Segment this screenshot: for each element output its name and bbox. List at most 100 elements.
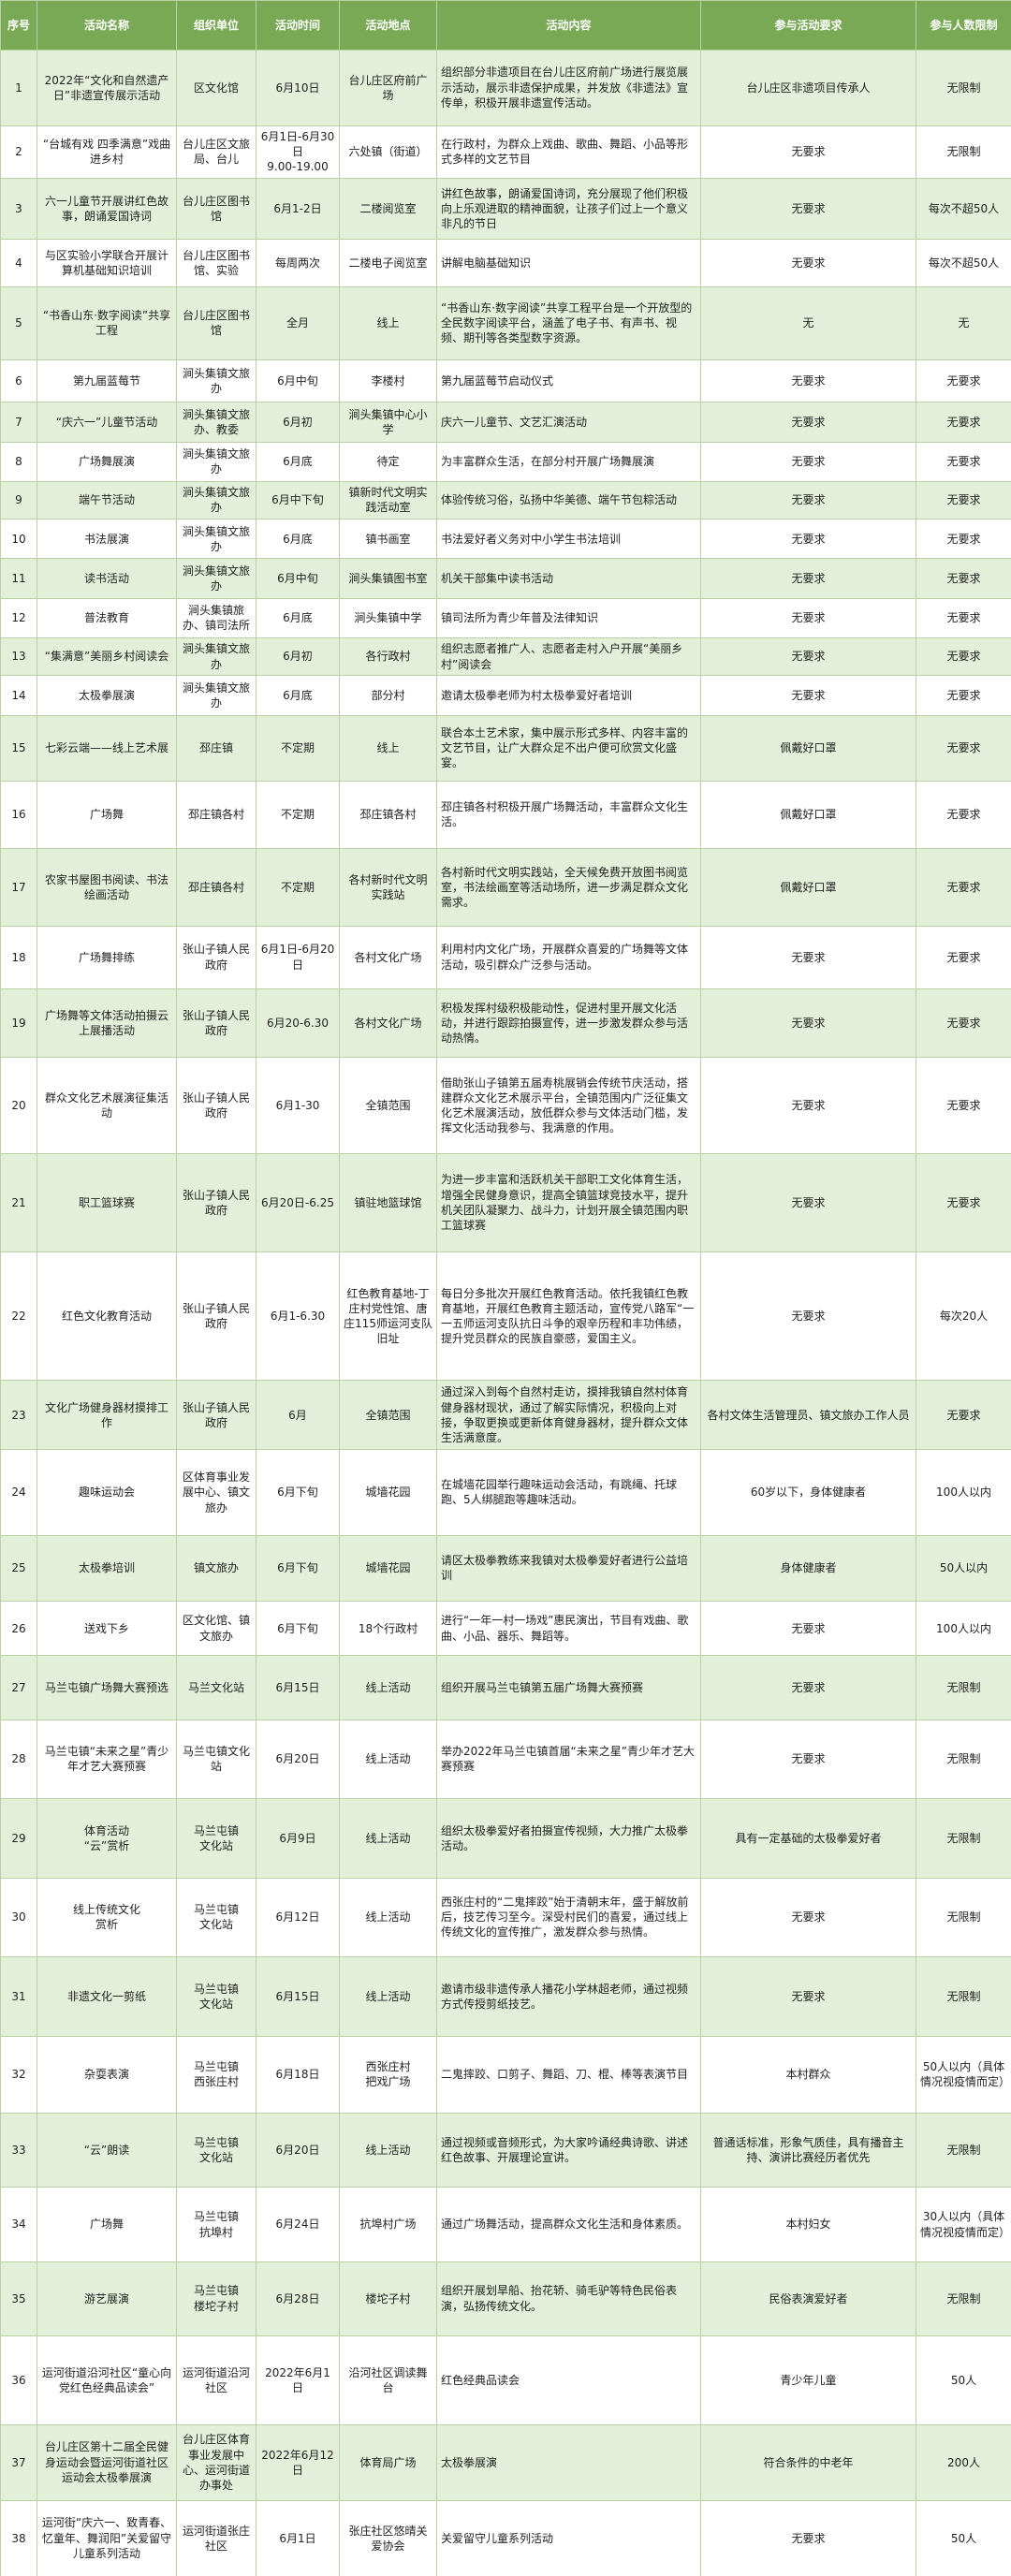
table-row: 25 太极拳培训 镇文旅办 6月下旬 城墙花园 请区太极拳教练来我镇对太极拳爱好者进行公益… <box>0 1534 1011 1603</box>
table-cell: 无要求 <box>700 1601 916 1657</box>
table-cell: 无要求 <box>700 519 916 560</box>
table-cell: 运河街道沿河社区“童心向党红色经典品读会” <box>37 2334 177 2425</box>
table-cell: 广场舞排练 <box>37 925 177 989</box>
table-cell: 6月1日-6月20日 <box>256 925 340 989</box>
table-cell: 线上活动 <box>339 1719 437 1800</box>
table-cell: 无要求 <box>916 1057 1011 1154</box>
table-cell: 29 <box>0 1798 37 1879</box>
table-cell: 50人以内（具体情况视疫情而定） <box>916 2035 1011 2115</box>
table-row: 14 太极拳展演 涧头集镇文旅办 6月底 部分村 邀请太极拳老师为村太极拳爱好者培训 无要求… <box>0 675 1011 716</box>
table-cell: 全镇范围 <box>339 1380 437 1451</box>
column-header: 活动地点 <box>339 0 437 51</box>
column-header: 参与人数限制 <box>916 0 1011 51</box>
table-cell: 涧头集镇文旅办 <box>176 519 256 560</box>
table-cell: 无要求 <box>916 1152 1011 1253</box>
table-cell: 14 <box>0 675 37 716</box>
table-cell: 28 <box>0 1719 37 1800</box>
table-cell: 无要求 <box>700 1655 916 1720</box>
table-cell: 27 <box>0 1655 37 1720</box>
table-row: 8 广场舞展演 涧头集镇文旅办 6月底 待定 为丰富群众生活，在部分村开展广场舞展演 无要求… <box>0 441 1011 482</box>
table-cell: 每次不超50人 <box>916 239 1011 288</box>
table-cell: 广场舞等文体活动拍摄云上展播活动 <box>37 988 177 1059</box>
table-row: 6 第九届蓝莓节 涧头集镇文旅办 6月中旬 李楼村 第九届蓝莓节启动仪式 无要求 无要求 <box>0 359 1011 403</box>
table-cell: 送戏下乡 <box>37 1601 177 1657</box>
table-cell: 无限制 <box>916 1655 1011 1720</box>
table-cell: 5 <box>0 286 37 360</box>
table-cell: 1 <box>0 49 37 126</box>
table-cell: 无限制 <box>916 2261 1011 2336</box>
table-cell: 台儿庄区府前广场 <box>339 49 437 126</box>
table-cell: 无要求 <box>700 402 916 443</box>
table-cell: 邳庄镇各村 <box>339 780 437 850</box>
table-row: 33 “云”朗读 马兰屯镇 文化站 6月20日 线上活动 通过视频或音频形式，为大家吟诵经… <box>0 2113 1011 2188</box>
table-cell: 6月10日 <box>256 49 340 126</box>
table-row: 23 文化广场健身器材摸排工作 张山子镇人民政府 6月 全镇范围 通过深入到每个自然村走访… <box>0 1380 1011 1451</box>
table-cell: 关爱留守儿童系列活动 <box>436 2499 701 2576</box>
table-cell: 马兰屯镇 文化站 <box>176 1956 256 2037</box>
table-cell: 无要求 <box>700 480 916 520</box>
table-cell: 6月初 <box>256 637 340 677</box>
table-cell: 在城墙花园举行趣味运动会活动，有跳绳、托球跑、5人绑腿跑等趣味活动。 <box>436 1449 701 1536</box>
table-cell: 运河街道沿河社区 <box>176 2334 256 2425</box>
table-cell: 无限制 <box>916 1877 1011 1958</box>
table-cell: 6月18日 <box>256 2035 340 2115</box>
table-cell: 马兰屯镇 楼坨子村 <box>176 2261 256 2336</box>
table-cell: 涧头集镇文旅办 <box>176 637 256 677</box>
column-header: 组织单位 <box>176 0 256 51</box>
table-cell: 无要求 <box>700 239 916 288</box>
table-cell: 6月9日 <box>256 1798 340 1879</box>
table-cell: 佩戴好口罩 <box>700 780 916 850</box>
table-cell: 杂耍表演 <box>37 2035 177 2115</box>
table-cell: 广场舞展演 <box>37 441 177 482</box>
table-cell: “书香山东·数字阅读”共享工程平台是一个开放型的全民数字阅读平台，涵盖了电子书、… <box>436 286 701 360</box>
table-cell: 与区实验小学联合开展计算机基础知识培训 <box>37 239 177 288</box>
table-cell: 无要求 <box>916 637 1011 677</box>
column-header: 活动内容 <box>436 0 701 51</box>
table-cell: 组织开展马兰屯镇第五届广场舞大赛预赛 <box>436 1655 701 1720</box>
table-cell: 张山子镇人民政府 <box>176 1251 256 1382</box>
table-cell: 无要求 <box>916 597 1011 638</box>
table-cell: 李楼村 <box>339 359 437 403</box>
table-cell: 城墙花园 <box>339 1534 437 1603</box>
table-cell: 区文化馆、镇文旅办 <box>176 1601 256 1657</box>
table-cell: 广场舞 <box>37 780 177 850</box>
table-cell: 张山子镇人民政府 <box>176 988 256 1059</box>
table-cell: 马兰屯镇 文化站 <box>176 1877 256 1958</box>
table-cell: 二楼电子阅览室 <box>339 239 437 288</box>
table-cell: 镇新时代文明实践活动室 <box>339 480 437 520</box>
table-cell: 7 <box>0 402 37 443</box>
table-cell: 红色文化教育活动 <box>37 1251 177 1382</box>
table-cell: 台儿庄区文旅局、台儿 <box>176 124 256 180</box>
table-cell: 书法爱好者义务对中小学生书法培训 <box>436 519 701 560</box>
table-cell: 邀请市级非遗传承人播花小学林超老师，通过视频方式传授剪纸技艺。 <box>436 1956 701 2037</box>
table-cell: 普通话标准，形象气质佳，具有播音主持、演讲比赛经历者优先 <box>700 2113 916 2188</box>
table-cell: 2022年6月12日 <box>256 2423 340 2501</box>
table-cell: 6 <box>0 359 37 403</box>
table-cell: 2022年6月1日 <box>256 2334 340 2425</box>
table-cell: 马兰文化站 <box>176 1655 256 1720</box>
table-cell: 50人 <box>916 2499 1011 2576</box>
table-cell: 6月中旬 <box>256 359 340 403</box>
table-cell: 34 <box>0 2187 37 2262</box>
table-cell: 6月 <box>256 1380 340 1451</box>
table-cell: 马兰屯镇“未来之星”青少年才艺大赛预赛 <box>37 1719 177 1800</box>
table-cell: 无要求 <box>700 2499 916 2576</box>
table-row: 26 送戏下乡 区文化馆、镇文旅办 6月下旬 18个行政村 进行“一年一村一场戏”惠民演出… <box>0 1601 1011 1657</box>
table-cell: 红色经典品读会 <box>436 2334 701 2425</box>
table-cell: 涧头集镇文旅办 <box>176 558 256 599</box>
table-cell: 无要求 <box>700 1956 916 2037</box>
table-cell: 涧头集镇文旅办 <box>176 675 256 716</box>
table-cell: 6月24日 <box>256 2187 340 2262</box>
table-cell: 无要求 <box>916 519 1011 560</box>
table-cell: 6月底 <box>256 519 340 560</box>
table-cell: 具有一定基础的太极拳爱好者 <box>700 1798 916 1879</box>
table-cell: 6月1-2日 <box>256 178 340 241</box>
table-row: 34 广场舞 马兰屯镇 抗埠村 6月24日 抗埠村广场 通过广场舞活动，提高群众文化生活和… <box>0 2187 1011 2262</box>
table-cell: 3 <box>0 178 37 241</box>
table-row: 16 广场舞 邳庄镇各村 不定期 邳庄镇各村 邳庄镇各村积极开展广场舞活动，丰富群众文化生… <box>0 780 1011 850</box>
table-cell: 举办2022年马兰屯镇首届“未来之星”青少年才艺大赛预赛 <box>436 1719 701 1800</box>
table-cell: 进行“一年一村一场戏”惠民演出，节目有戏曲、歌曲、小品、器乐、舞蹈等。 <box>436 1601 701 1657</box>
table-cell: 涧头集镇中学 <box>339 597 437 638</box>
table-cell: 线上活动 <box>339 1798 437 1879</box>
table-cell: 线上活动 <box>339 1655 437 1720</box>
